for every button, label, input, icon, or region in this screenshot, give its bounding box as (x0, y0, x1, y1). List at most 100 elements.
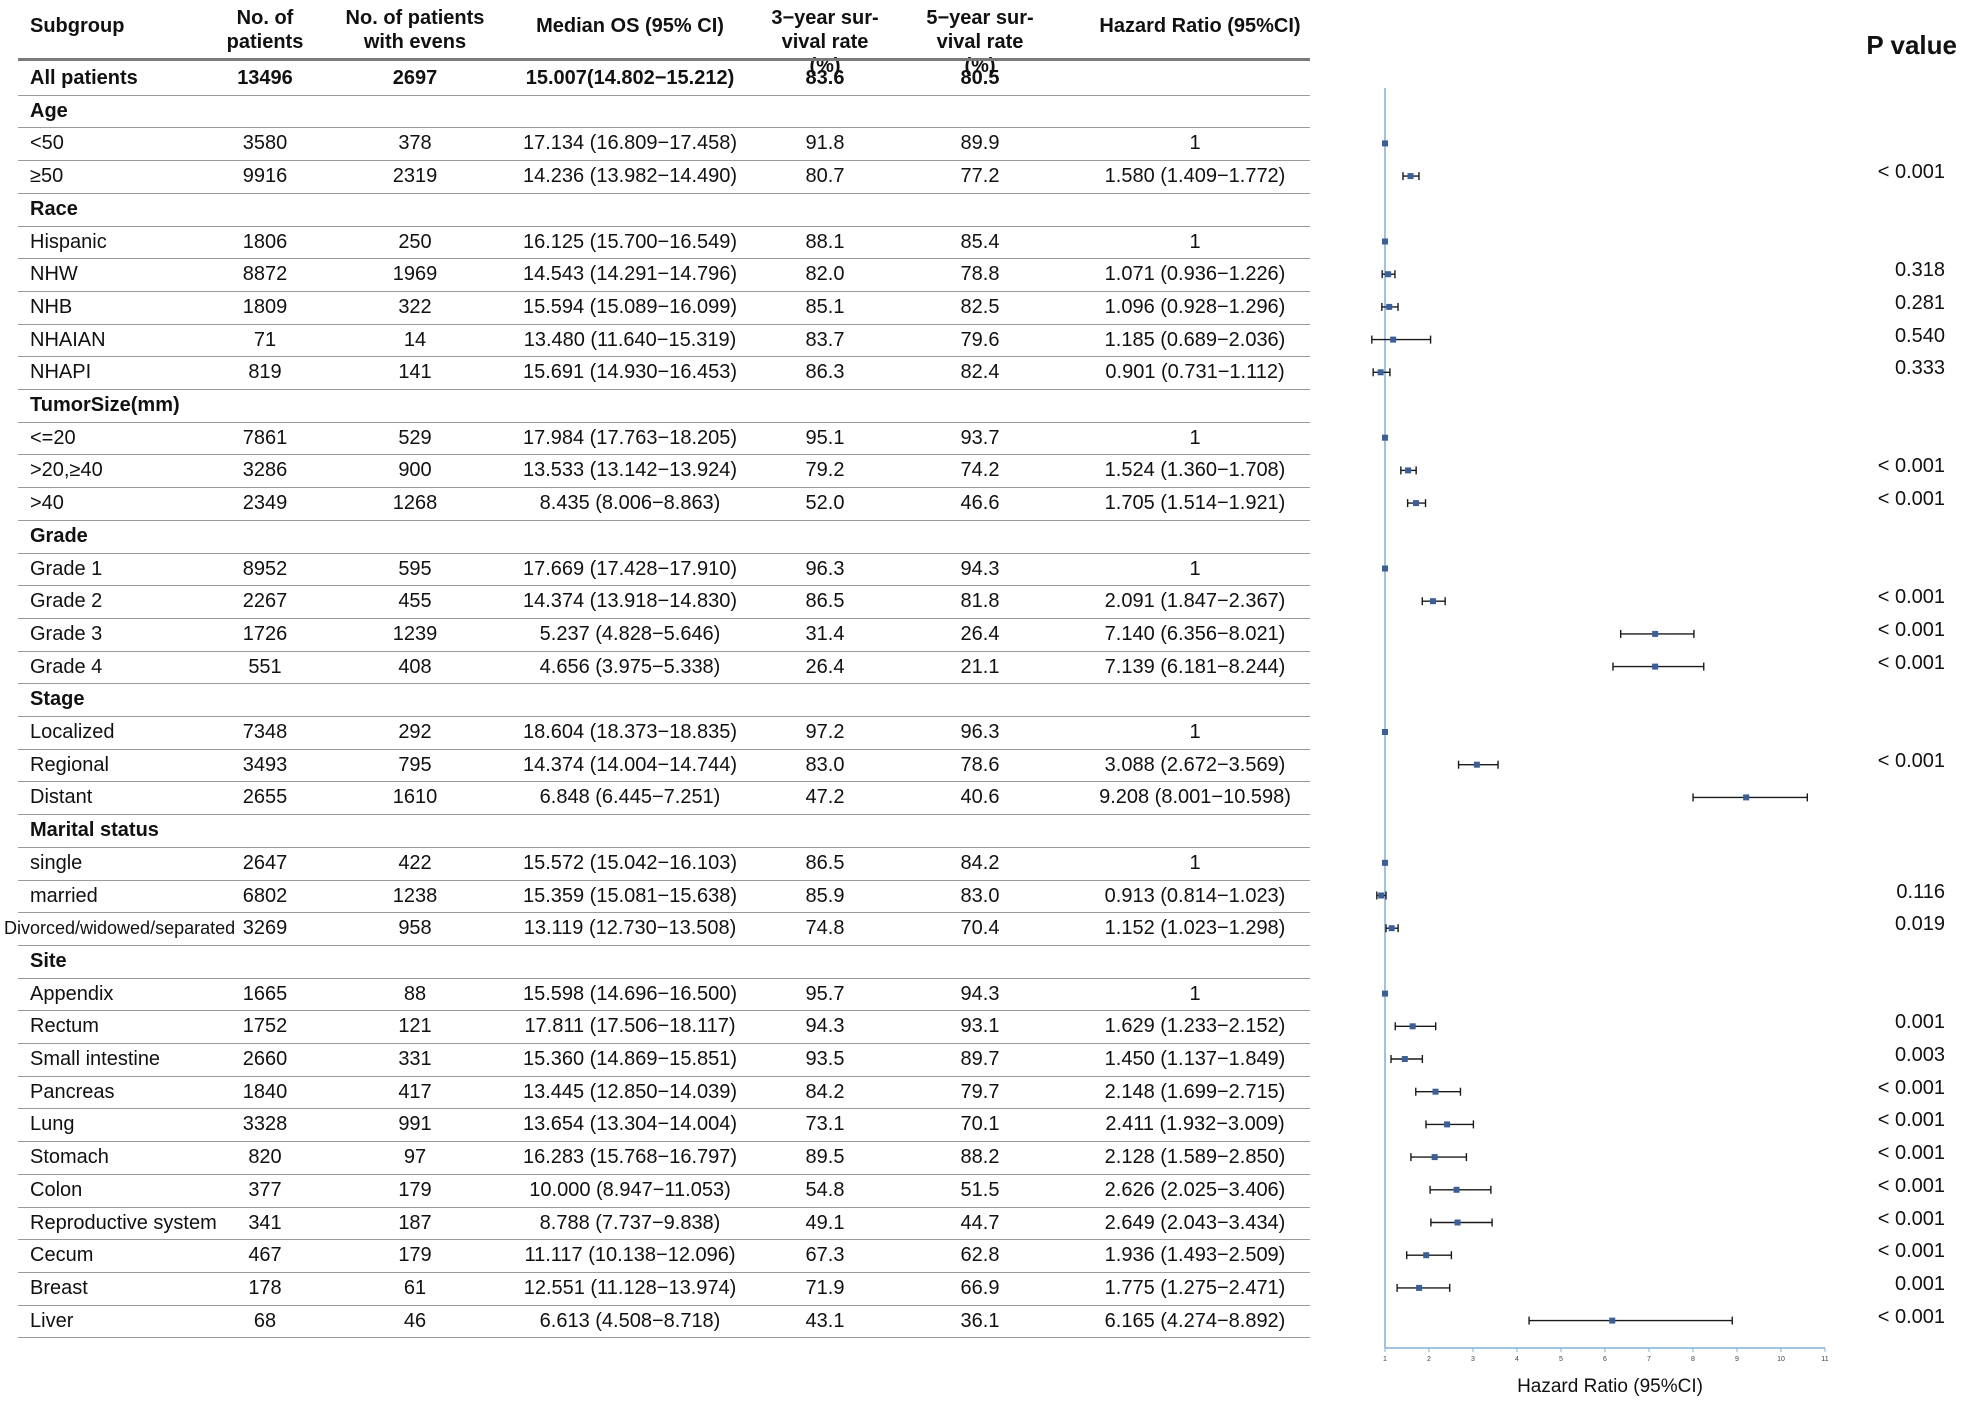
n-patients: 13496 (237, 67, 293, 89)
hazard-ratio: 1.629 (1.233−2.152) (1104, 1015, 1286, 1038)
hazard-ratio: 1.185 (0.689−2.036) (1104, 328, 1286, 351)
row-divider (18, 1173, 1310, 1175)
hr-point (1382, 140, 1388, 147)
x-axis-label: Hazard Ratio (95%CI) (1517, 1376, 1703, 1397)
p-value: 0.116 (1896, 880, 1945, 903)
p-value: < 0.001 (1877, 749, 1945, 772)
n-events: 292 (398, 721, 432, 743)
row-divider (18, 290, 1310, 292)
row-label: >40 (30, 492, 64, 515)
p-value: < 0.001 (1877, 1142, 1945, 1165)
row-divider (18, 1141, 1310, 1143)
row-label: Appendix (30, 982, 114, 1005)
group-heading: Marital status (30, 819, 159, 842)
survival-3yr: 54.8 (805, 1178, 845, 1201)
survival-3yr: 31.4 (805, 622, 845, 645)
n-events: 187 (398, 1211, 432, 1234)
row-label: single (30, 851, 83, 874)
median-os: 8.788 (7.737−9.838) (539, 1211, 721, 1234)
x-tick-label: 11 (1821, 1356, 1828, 1363)
median-os: 15.360 (14.869−15.851) (522, 1048, 738, 1070)
n-patients: 6802 (242, 884, 288, 907)
row-divider (18, 748, 1310, 750)
n-events: 795 (398, 753, 432, 776)
row-divider (18, 781, 1310, 783)
hazard-ratio: 1 (1189, 230, 1201, 253)
n-patients: 7348 (242, 721, 288, 743)
header-surv3-line1: 3−year sur- (771, 7, 879, 29)
hr-point (1423, 1252, 1430, 1259)
row-label: Liver (30, 1309, 74, 1332)
survival-5yr: 36.1 (960, 1309, 1000, 1332)
n-events: 1239 (392, 622, 438, 645)
n-events: 595 (398, 557, 432, 580)
row-divider (18, 225, 1310, 227)
row-label: Pancreas (30, 1080, 115, 1103)
header-n-events-line1: No. of patients (345, 7, 485, 29)
n-patients: 2349 (242, 492, 288, 515)
survival-5yr: 70.4 (960, 917, 1000, 940)
row-label: Breast (30, 1276, 88, 1299)
median-os: 6.613 (4.508−8.718) (539, 1309, 721, 1332)
p-value: 0.003 (1894, 1044, 1945, 1066)
hr-point (1382, 565, 1388, 572)
hazard-ratio: 0.901 (0.731−1.112) (1105, 361, 1285, 384)
p-value: < 0.001 (1877, 1207, 1945, 1230)
median-os: 13.654 (13.304−14.004) (522, 1113, 738, 1136)
median-os: 8.435 (8.006−8.863) (539, 492, 721, 515)
p-value: < 0.001 (1877, 455, 1945, 478)
header-rule (18, 58, 1310, 61)
hr-point (1454, 1219, 1461, 1226)
row-label: Cecum (30, 1244, 94, 1267)
x-tick-label: 2 (1427, 1356, 1431, 1363)
row-label: >20,≥40 (30, 459, 103, 482)
n-events: 2697 (392, 67, 438, 89)
n-events: 331 (398, 1048, 432, 1070)
n-patients: 341 (248, 1211, 282, 1234)
hr-point (1416, 1284, 1423, 1291)
row-label: Localized (30, 721, 115, 743)
survival-3yr: 86.5 (805, 590, 845, 613)
survival-5yr: 66.9 (960, 1276, 1000, 1299)
survival-5yr: 88.2 (960, 1146, 1000, 1169)
hr-point (1444, 1121, 1451, 1128)
group-heading: Race (30, 197, 78, 220)
survival-3yr: 94.3 (805, 1015, 845, 1038)
hr-point (1401, 1056, 1408, 1062)
header-n-patients-line1: No. of (236, 7, 294, 29)
median-os: 15.594 (15.089−16.099) (522, 295, 738, 318)
survival-3yr: 96.3 (805, 557, 845, 580)
row-divider (18, 389, 1310, 390)
n-patients: 2655 (242, 786, 288, 809)
hr-point (1378, 892, 1385, 899)
median-os: 11.117 (10.138−12.096) (524, 1244, 736, 1267)
hr-point (1409, 1023, 1416, 1030)
hazard-ratio: 1 (1189, 426, 1201, 449)
n-patients: 3286 (242, 459, 288, 482)
x-tick-label: 4 (1515, 1356, 1519, 1363)
row-label: married (30, 884, 98, 907)
hr-point (1382, 238, 1388, 245)
row-label: Grade 1 (30, 557, 103, 580)
survival-5yr: 80.5 (960, 67, 1000, 89)
n-patients: 3580 (242, 132, 288, 155)
row-divider (18, 846, 1310, 848)
median-os: 15.691 (14.930−16.453) (522, 361, 738, 384)
x-tick-label: 3 (1471, 1356, 1475, 1363)
survival-5yr: 79.6 (960, 328, 1000, 351)
p-value: 0.001 (1894, 1272, 1945, 1295)
p-value: 0.333 (1894, 357, 1945, 380)
survival-3yr: 85.1 (805, 295, 845, 318)
median-os: 17.134 (16.809−17.458) (522, 132, 738, 155)
survival-5yr: 74.2 (960, 459, 1000, 482)
hr-point (1473, 761, 1480, 768)
survival-5yr: 82.5 (960, 295, 1000, 318)
hr-point (1390, 336, 1397, 343)
median-os: 13.480 (11.640−15.319) (523, 328, 737, 351)
group-heading: TumorSize(mm) (30, 394, 180, 416)
row-label: NHAIAN (30, 328, 106, 351)
p-value: < 0.001 (1877, 1076, 1945, 1099)
hazard-ratio: 7.139 (6.181−8.244) (1104, 655, 1286, 678)
row-divider (18, 127, 1310, 129)
header-hazard-ratio: Hazard Ratio (95%CI) (1099, 15, 1301, 37)
